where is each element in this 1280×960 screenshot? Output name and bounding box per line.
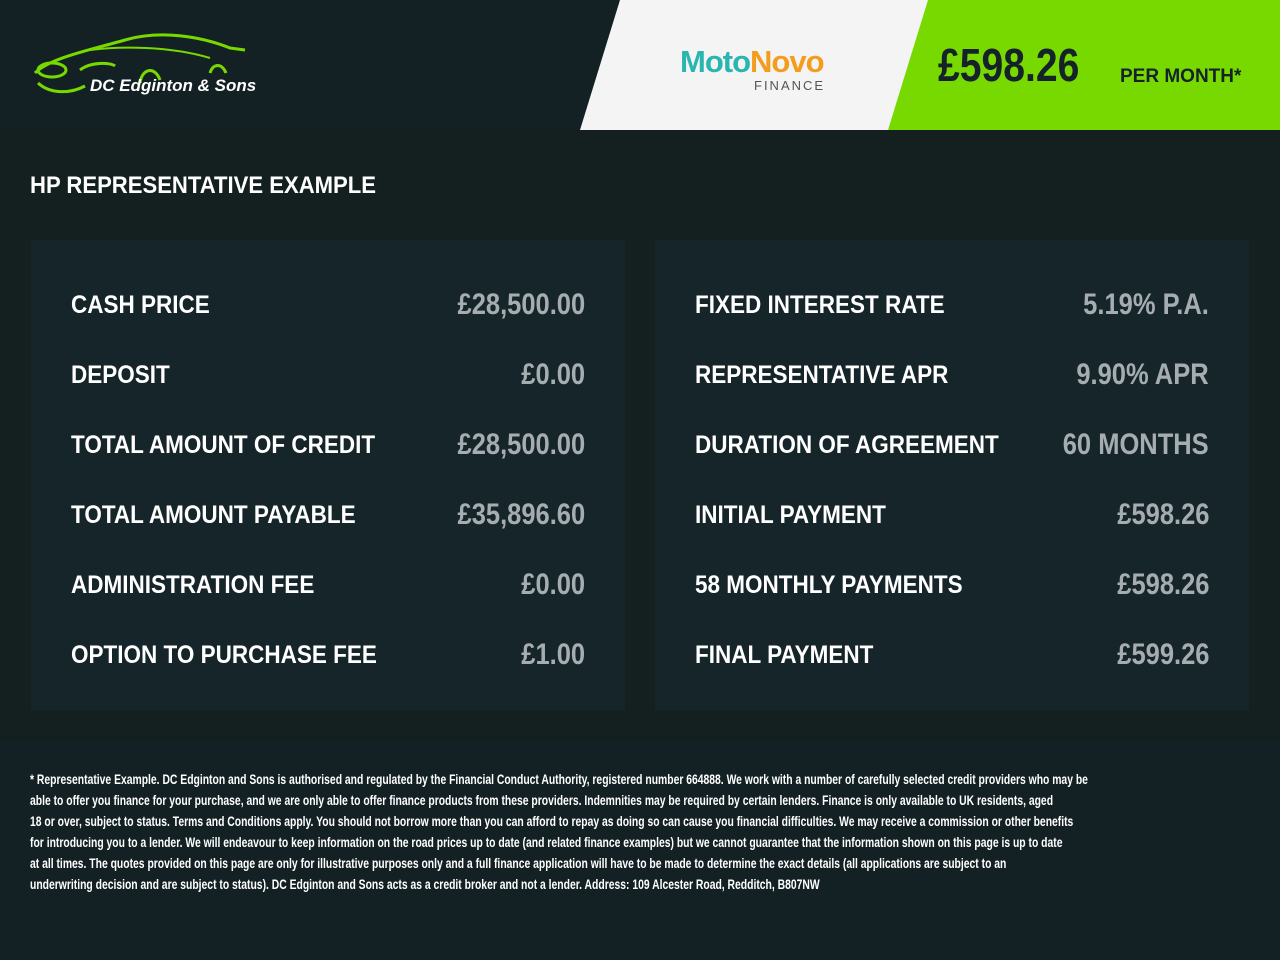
lender-logo-sub: FINANCE xyxy=(754,78,826,93)
left-panel: CASH PRICE £28,500.00 DEPOSIT £0.00 TOTAL AM… xyxy=(31,240,625,710)
page-title: HP REPRESENTATIVE EXAMPLE xyxy=(30,172,376,199)
row-value: 9.90% APR xyxy=(1076,358,1209,391)
header: DC Edginton & Sons MotoNovo FINANCE £598… xyxy=(0,0,1280,130)
right-panel: FIXED INTEREST RATE 5.19% P.A. REPRESENTAT… xyxy=(655,240,1249,710)
disclaimer-line: 18 or over, subject to status. Terms and… xyxy=(30,813,1074,829)
row-value: £0.00 xyxy=(521,358,585,391)
row-label: DEPOSIT xyxy=(71,360,170,389)
finance-row: FIXED INTEREST RATE 5.19% P.A. xyxy=(695,285,1209,325)
finance-row: TOTAL AMOUNT PAYABLE £35,896.60 xyxy=(71,495,585,535)
finance-row: 58 MONTHLY PAYMENTS £598.26 xyxy=(695,565,1209,605)
dealer-logo: DC Edginton & Sons xyxy=(30,28,270,103)
row-value: 5.19% P.A. xyxy=(1083,288,1209,321)
monthly-price-banner: £598.26 PER MONTH* xyxy=(888,0,1280,130)
row-label: FINAL PAYMENT xyxy=(695,640,874,669)
row-value: £598.26 xyxy=(1116,498,1209,531)
disclaimer: * Representative Example. DC Edginton an… xyxy=(0,740,1280,960)
disclaimer-line: underwriting decision and are subject to… xyxy=(30,876,820,892)
row-value: £35,896.60 xyxy=(457,498,585,531)
finance-row: DEPOSIT £0.00 xyxy=(71,355,585,395)
finance-row: DURATION OF AGREEMENT 60 MONTHS xyxy=(695,425,1209,465)
row-label: DURATION OF AGREEMENT xyxy=(695,430,999,459)
row-label: CASH PRICE xyxy=(71,290,210,319)
per-month-label: PER MONTH* xyxy=(1120,66,1242,87)
car-logo-icon xyxy=(33,33,246,94)
disclaimer-line: able to offer you finance for your purch… xyxy=(30,792,1054,808)
finance-row: ADMINISTRATION FEE £0.00 xyxy=(71,565,585,605)
dealer-logo-text: DC Edginton & Sons xyxy=(90,76,257,95)
monthly-price: £598.26 xyxy=(938,39,1080,91)
row-value: £28,500.00 xyxy=(457,288,585,321)
row-label: INITIAL PAYMENT xyxy=(695,500,886,529)
finance-row: REPRESENTATIVE APR 9.90% APR xyxy=(695,355,1209,395)
row-value: £1.00 xyxy=(521,638,585,671)
row-value: £598.26 xyxy=(1116,568,1209,601)
row-label: OPTION TO PURCHASE FEE xyxy=(71,640,377,669)
row-value: £28,500.00 xyxy=(457,428,585,461)
lender-logo-part2: Novo xyxy=(750,44,824,79)
finance-row: TOTAL AMOUNT OF CREDIT £28,500.00 xyxy=(71,425,585,465)
disclaimer-line: for introducing you to a lender. We will… xyxy=(30,834,1063,850)
row-label: 58 MONTHLY PAYMENTS xyxy=(695,570,963,599)
row-label: FIXED INTEREST RATE xyxy=(695,290,945,319)
row-label: REPRESENTATIVE APR xyxy=(695,360,949,389)
finance-row: FINAL PAYMENT £599.26 xyxy=(695,635,1209,675)
disclaimer-line: at all times. The quotes provided on thi… xyxy=(30,855,1007,871)
row-value: £599.26 xyxy=(1116,638,1209,671)
disclaimer-line: * Representative Example. DC Edginton an… xyxy=(30,771,1088,787)
row-label: TOTAL AMOUNT OF CREDIT xyxy=(71,430,376,459)
finance-row: OPTION TO PURCHASE FEE £1.00 xyxy=(71,635,585,675)
row-label: TOTAL AMOUNT PAYABLE xyxy=(71,500,356,529)
finance-row: INITIAL PAYMENT £598.26 xyxy=(695,495,1209,535)
lender-logo-part1: Moto xyxy=(680,44,751,79)
finance-row: CASH PRICE £28,500.00 xyxy=(71,285,585,325)
row-label: ADMINISTRATION FEE xyxy=(71,570,315,599)
row-value: 60 MONTHS xyxy=(1063,428,1209,461)
row-value: £0.00 xyxy=(521,568,585,601)
